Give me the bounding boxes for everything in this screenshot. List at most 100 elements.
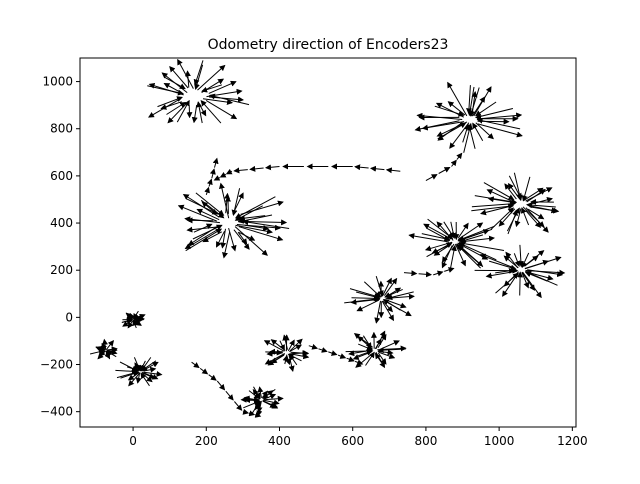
quiver-arrow <box>387 170 401 171</box>
quiver-arrow <box>209 375 216 380</box>
quiver-arrow <box>266 354 285 364</box>
quiver-arrow <box>161 102 182 109</box>
x-tick-label: 1000 <box>484 434 515 448</box>
quiver-arrow <box>212 169 214 178</box>
quiver-arrow <box>221 174 226 177</box>
quiver-arrow <box>115 370 137 371</box>
quiver-arrow <box>352 298 379 299</box>
quiver-arrow <box>255 415 260 416</box>
quiver-arrow <box>478 124 522 136</box>
quiver-arrow <box>439 168 450 174</box>
chart-title: Odometry direction of Encoders23 <box>208 37 449 53</box>
quiver-arrow <box>96 347 104 350</box>
quiver-arrow <box>480 255 515 269</box>
quiver-arrow <box>249 413 254 414</box>
quiver-arrow <box>444 268 453 271</box>
quiver-arrow <box>200 368 207 373</box>
quiver-arrow <box>186 229 220 249</box>
quiver-arrow <box>520 272 521 295</box>
quiver-arrow <box>206 188 208 195</box>
quiver-arrow <box>221 184 229 219</box>
quiver-arrow <box>226 391 233 400</box>
quiver-arrow <box>234 402 241 411</box>
quiver-arrow <box>376 301 380 323</box>
quiver-arrow <box>195 60 203 84</box>
quiver-arrow <box>238 221 286 222</box>
quiver-arrow <box>371 168 384 169</box>
quiver-arrow <box>457 153 462 159</box>
y-tick-label: 0 <box>65 310 73 324</box>
quiver-arrow <box>239 227 282 240</box>
quiver-arrow <box>217 381 224 390</box>
y-tick-label: −400 <box>40 405 73 419</box>
quiver-arrow <box>346 351 373 352</box>
y-tick-label: 200 <box>50 263 73 277</box>
y-axis-ticks: −400 −200 0 200 400 600 800 1000 <box>40 75 80 419</box>
quiver-arrow <box>347 358 354 361</box>
quiver-arrow <box>516 209 521 227</box>
quiver-arrow <box>234 170 248 171</box>
y-tick-label: −200 <box>40 358 73 372</box>
quiver-arrow <box>186 229 222 251</box>
x-tick-label: 0 <box>129 434 137 448</box>
quiver-arrow <box>267 353 283 354</box>
quiver-arrow <box>120 362 137 371</box>
quiver-arrow <box>285 356 287 364</box>
quiver-arrow <box>229 228 235 250</box>
quiver-arrow <box>215 159 217 168</box>
quiver-arrow <box>196 65 203 89</box>
y-tick-label: 1000 <box>42 75 73 89</box>
quiver-arrow <box>473 123 483 140</box>
quiver-arrow <box>291 353 307 354</box>
quiver-arrow <box>338 355 345 358</box>
quiver-arrow <box>192 362 199 367</box>
quiver-arrow <box>228 197 229 214</box>
quiver-arrow <box>404 273 416 274</box>
x-tick-label: 1200 <box>557 434 588 448</box>
quiver-arrow <box>319 349 327 352</box>
quiver-arrow <box>426 175 437 181</box>
x-tick-label: 800 <box>414 434 437 448</box>
quiver-arrow <box>328 352 336 355</box>
quiver-arrow <box>475 196 516 203</box>
quiver-arrow <box>215 178 220 181</box>
x-axis-ticks: 0 200 400 600 800 1000 1200 <box>129 427 587 448</box>
quiver-arrow <box>419 274 431 275</box>
quiver-arrow <box>366 353 375 366</box>
quiver-arrow <box>266 167 280 168</box>
y-tick-label: 400 <box>50 216 73 230</box>
quiver-arrow <box>520 245 521 266</box>
quiver-arrow <box>530 199 552 205</box>
quiver-arrow <box>149 99 180 117</box>
quiver-arrow <box>526 210 541 227</box>
y-tick-label: 600 <box>50 169 73 183</box>
quiver-arrow <box>243 412 248 413</box>
quiver-arrow <box>227 171 232 174</box>
y-tick-label: 800 <box>50 122 73 136</box>
quiver-arrow <box>201 200 223 217</box>
quiver-arrow <box>250 168 263 169</box>
quiver-arrow <box>194 105 197 122</box>
quiver-arrow <box>526 208 548 232</box>
x-tick-label: 200 <box>195 434 218 448</box>
x-tick-label: 600 <box>341 434 364 448</box>
quiver-arrow <box>260 387 262 398</box>
quiver-arrow <box>350 289 379 298</box>
quiver-arrow <box>147 86 183 94</box>
quiver-arrow <box>188 71 189 87</box>
quiver-arrow <box>106 341 113 350</box>
quiver-arrow <box>452 160 457 166</box>
arrows-layer <box>90 60 564 417</box>
quiver-arrow <box>476 123 493 139</box>
quiver-arrow <box>433 272 442 275</box>
quiver-arrow <box>196 193 224 215</box>
quiver-arrow <box>210 95 249 104</box>
quiver-arrow <box>355 167 369 168</box>
quiver-arrow <box>481 206 512 214</box>
quiver-arrow <box>209 180 211 187</box>
quiver-arrow <box>236 197 276 218</box>
x-tick-label: 400 <box>268 434 291 448</box>
quiver-arrow <box>526 188 552 201</box>
